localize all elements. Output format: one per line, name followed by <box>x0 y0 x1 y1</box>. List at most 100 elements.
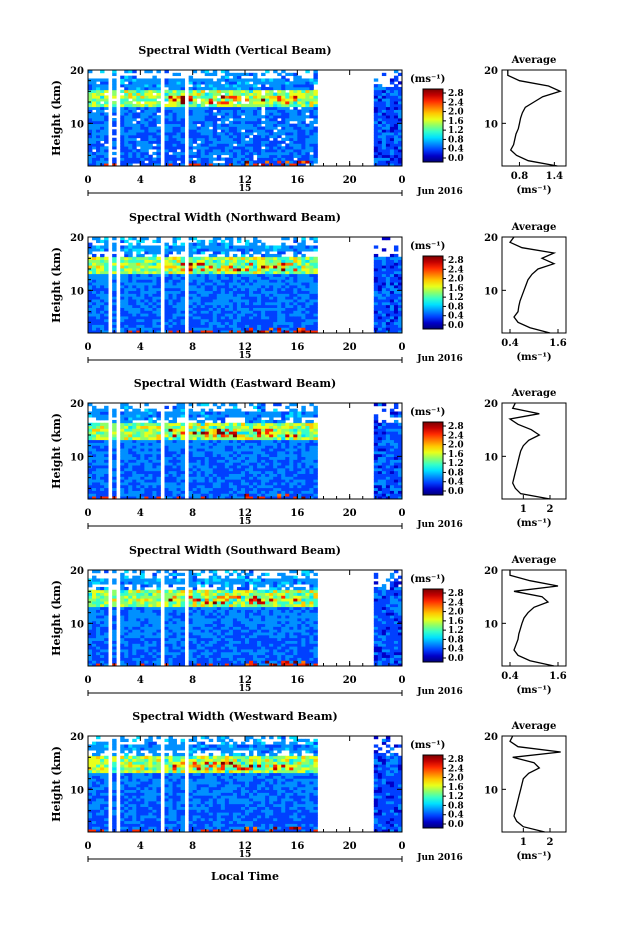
heatmap-cell <box>148 270 153 275</box>
heatmap-cell <box>120 419 125 424</box>
heatmap-cell <box>100 487 105 491</box>
heatmap-cell <box>297 86 302 91</box>
heatmap-cell <box>196 109 202 113</box>
heatmap-cell <box>293 268 298 272</box>
heatmap-cell <box>132 106 137 110</box>
heatmap-cell <box>253 324 258 328</box>
heatmap-cell <box>100 268 105 272</box>
heatmap-cell <box>220 456 226 460</box>
heatmap-cell <box>249 476 254 480</box>
heatmap-cell <box>88 81 93 85</box>
colorbar-tick-label: 1.6 <box>448 284 464 294</box>
heatmap-cell <box>228 408 234 412</box>
heatmap-cell <box>212 414 218 418</box>
average-profile-line <box>507 70 563 167</box>
heatmap-cell <box>128 445 133 449</box>
heatmap-cell <box>88 146 93 150</box>
heatmap-cell <box>92 439 97 443</box>
heatmap-cell <box>208 439 214 443</box>
heatmap-cell <box>200 496 206 500</box>
heatmap-cell <box>269 132 274 136</box>
heatmap-cell <box>245 95 250 99</box>
heatmap-cell <box>88 118 93 122</box>
heatmap-cell <box>176 245 181 249</box>
heatmap-cell <box>301 321 306 325</box>
heatmap-cell <box>104 245 109 249</box>
heatmap-cell <box>220 259 226 263</box>
heatmap-cell <box>152 140 157 144</box>
heatmap-cell <box>112 299 117 303</box>
heatmap-cell <box>212 126 218 130</box>
heatmap-cell <box>309 95 314 99</box>
heatmap-cell <box>92 285 97 289</box>
heatmap-cell <box>92 330 97 334</box>
heatmap-cell <box>245 273 250 277</box>
heatmap-cell <box>120 453 125 458</box>
heatmap-cell <box>224 149 230 153</box>
heatmap-cell <box>168 313 173 317</box>
heatmap-cell <box>140 304 145 308</box>
heatmap-cell <box>140 465 145 469</box>
heatmap-cell <box>261 318 266 323</box>
heatmap-cell <box>140 273 145 277</box>
heatmap-cell <box>212 81 218 85</box>
average-title: Average <box>511 222 557 233</box>
heatmap-cell <box>273 262 278 266</box>
heatmap-cell <box>180 442 186 446</box>
heatmap-cell <box>124 459 129 463</box>
heatmap-cell <box>269 149 274 153</box>
heatmap-cell <box>140 451 145 455</box>
heatmap-cell <box>120 482 125 486</box>
heatmap-cell <box>301 262 306 266</box>
heatmap-cell <box>265 103 270 108</box>
heatmap-cell <box>397 268 403 272</box>
heatmap-cell <box>172 256 177 260</box>
heatmap-cell <box>176 318 181 323</box>
heatmap-cell <box>265 273 270 277</box>
heatmap-cell <box>240 462 246 466</box>
heatmap-cell <box>196 439 202 443</box>
heatmap-cell <box>164 293 169 297</box>
heatmap-cell <box>216 296 222 300</box>
heatmap-cell <box>204 293 210 297</box>
heatmap-cell <box>305 137 310 141</box>
heatmap-cell <box>156 313 161 317</box>
heatmap-cell <box>389 287 395 292</box>
heatmap-cell <box>88 285 93 289</box>
heatmap-cell <box>128 120 133 125</box>
heatmap-cell <box>232 301 238 306</box>
heatmap-cell <box>385 103 391 108</box>
heatmap-cell <box>293 112 298 116</box>
heatmap-cell <box>200 163 206 167</box>
heatmap-cell <box>152 324 157 328</box>
heatmap-cell <box>220 118 226 122</box>
heatmap-cell <box>293 126 298 130</box>
heatmap-cell <box>297 146 302 150</box>
heatmap-cell <box>104 405 109 410</box>
heatmap-cell <box>180 490 186 494</box>
heatmap-cell <box>393 70 399 74</box>
heatmap-cell <box>269 307 274 311</box>
heatmap-cell <box>212 411 218 415</box>
heatmap-cell <box>144 132 149 136</box>
heatmap-cell <box>96 279 101 283</box>
heatmap-cell <box>297 92 302 96</box>
heatmap-cell <box>136 299 141 303</box>
heatmap-cell <box>297 109 302 113</box>
heatmap-cell <box>104 273 109 277</box>
heatmap-cell <box>156 126 161 130</box>
heatmap-cell <box>224 276 230 280</box>
heatmap-cell <box>96 417 101 421</box>
heatmap-cell <box>245 251 250 255</box>
heatmap-cell <box>208 459 214 463</box>
heatmap-cell <box>309 86 314 91</box>
heatmap-cell <box>261 270 266 275</box>
heatmap-cell <box>204 86 210 91</box>
heatmap-cell <box>261 327 266 331</box>
heatmap-cell <box>192 140 198 144</box>
heatmap-cell <box>236 327 242 331</box>
heatmap-cell <box>172 324 177 328</box>
heatmap-cell <box>212 134 218 139</box>
heatmap-cell <box>249 279 254 283</box>
heatmap-cell <box>228 256 234 260</box>
